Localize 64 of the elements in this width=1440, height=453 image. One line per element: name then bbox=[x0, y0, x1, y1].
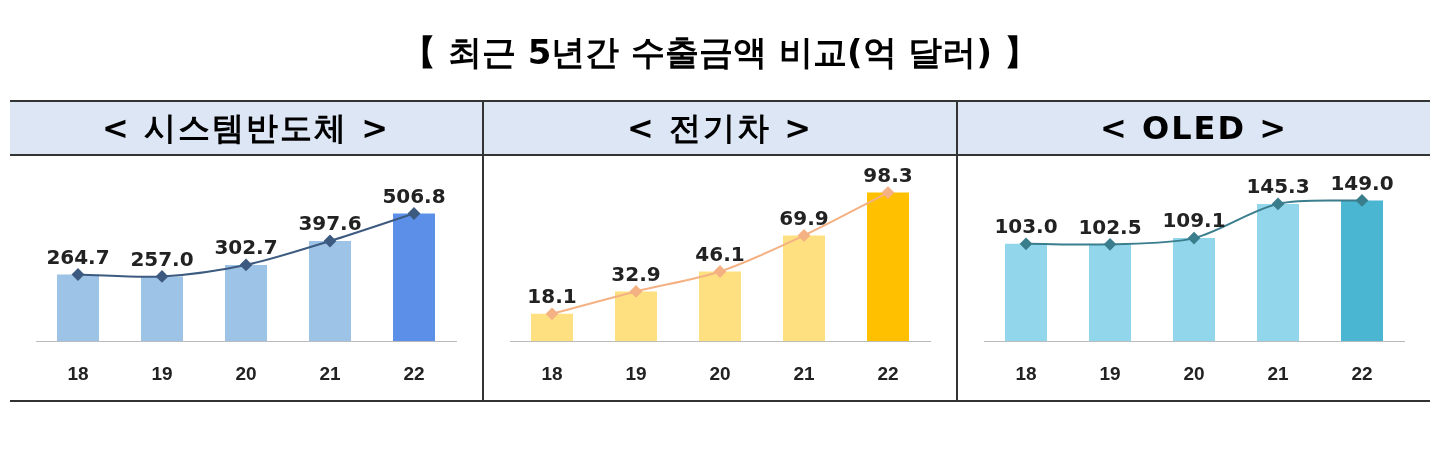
data-label: 98.3 bbox=[863, 162, 913, 187]
bar bbox=[867, 192, 909, 342]
x-tick-label: 19 bbox=[1099, 362, 1121, 384]
data-label: 145.3 bbox=[1246, 174, 1310, 199]
bar bbox=[699, 271, 741, 342]
data-label: 109.1 bbox=[1162, 208, 1226, 233]
x-tick-label: 21 bbox=[793, 362, 815, 384]
data-label: 506.8 bbox=[382, 183, 446, 208]
point bbox=[1188, 232, 1200, 245]
bar bbox=[1341, 200, 1383, 342]
point bbox=[714, 265, 726, 278]
bar bbox=[57, 274, 99, 342]
x-tick-label: 18 bbox=[1015, 362, 1037, 384]
point bbox=[240, 258, 252, 271]
x-tick-label: 19 bbox=[625, 362, 647, 384]
x-tick-label: 18 bbox=[541, 362, 563, 384]
data-label: 302.7 bbox=[214, 235, 278, 260]
bar bbox=[1257, 203, 1299, 342]
x-tick-label: 22 bbox=[877, 362, 899, 384]
bar bbox=[1005, 243, 1047, 342]
x-tick-label: 22 bbox=[1351, 362, 1373, 384]
point bbox=[546, 307, 558, 320]
point bbox=[798, 229, 810, 242]
point bbox=[1104, 238, 1116, 251]
point bbox=[1272, 197, 1284, 210]
data-label: 46.1 bbox=[695, 241, 745, 266]
x-tick-label: 20 bbox=[1183, 362, 1205, 384]
data-label: 69.9 bbox=[779, 205, 829, 230]
point bbox=[1356, 194, 1368, 207]
point bbox=[72, 268, 84, 281]
point bbox=[324, 235, 336, 248]
x-tick-label: 21 bbox=[319, 362, 341, 384]
data-label: 103.0 bbox=[994, 214, 1058, 239]
x-tick-label: 18 bbox=[67, 362, 89, 384]
data-label: 397.6 bbox=[298, 211, 362, 236]
bar bbox=[531, 313, 573, 342]
x-tick-label: 20 bbox=[709, 362, 731, 384]
bar bbox=[783, 235, 825, 342]
bar bbox=[393, 213, 435, 342]
point bbox=[156, 270, 168, 283]
x-tick-label: 21 bbox=[1267, 362, 1289, 384]
data-label: 264.7 bbox=[46, 244, 110, 269]
data-label: 257.0 bbox=[130, 246, 194, 271]
bar bbox=[615, 291, 657, 342]
x-tick-label: 19 bbox=[151, 362, 173, 384]
data-label: 32.9 bbox=[611, 261, 661, 286]
x-tick-label: 22 bbox=[403, 362, 425, 384]
chart-title: < 전기차 > bbox=[484, 102, 956, 156]
point bbox=[408, 207, 420, 220]
bar bbox=[309, 241, 351, 342]
chart-title: < 시스템반도체 > bbox=[10, 102, 482, 156]
bar bbox=[1089, 244, 1131, 342]
bar bbox=[141, 276, 183, 342]
text: 【 최근 5년간 수출금액 비교(억 달러) 】 bbox=[401, 31, 1039, 72]
point bbox=[882, 186, 894, 199]
x-tick-label: 20 bbox=[235, 362, 257, 384]
chart-title: < OLED > bbox=[958, 102, 1430, 156]
data-label: 18.1 bbox=[527, 284, 577, 309]
point bbox=[1020, 237, 1032, 250]
bar bbox=[1173, 238, 1215, 342]
point bbox=[630, 285, 642, 298]
data-label: 149.0 bbox=[1330, 170, 1394, 195]
data-label: 102.5 bbox=[1078, 214, 1142, 239]
bar bbox=[225, 264, 267, 342]
